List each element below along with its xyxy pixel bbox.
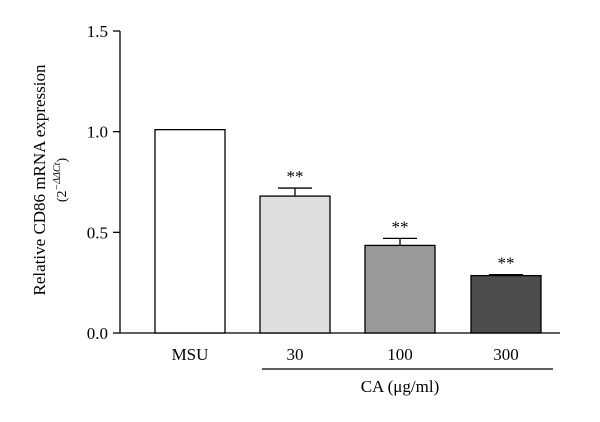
y-axis-label: Relative CD86 mRNA expression [30,64,49,295]
bar [259,195,331,334]
y-tick-label: 0.0 [87,324,108,343]
y-axis-unit-label: (2−ΔΔCt) [52,158,70,203]
significance-label: ** [498,254,515,273]
bars [154,129,542,334]
group-label: CA (μg/ml) [361,377,440,396]
significance-label: ** [287,167,304,186]
bar [154,129,226,334]
y-tick-label: 1.0 [87,123,108,142]
x-tick-label: 100 [387,345,413,364]
x-tick-label: 30 [287,345,304,364]
significance-label: ** [392,217,409,236]
bar [470,274,542,334]
y-tick-label: 1.5 [87,22,108,41]
bar [364,244,436,334]
x-tick-label: MSU [172,345,209,364]
y-tick-label: 0.5 [87,223,108,242]
x-tick-label: 300 [493,345,519,364]
labels: MSU ** 30 ** 100 ** 300 [172,167,519,364]
